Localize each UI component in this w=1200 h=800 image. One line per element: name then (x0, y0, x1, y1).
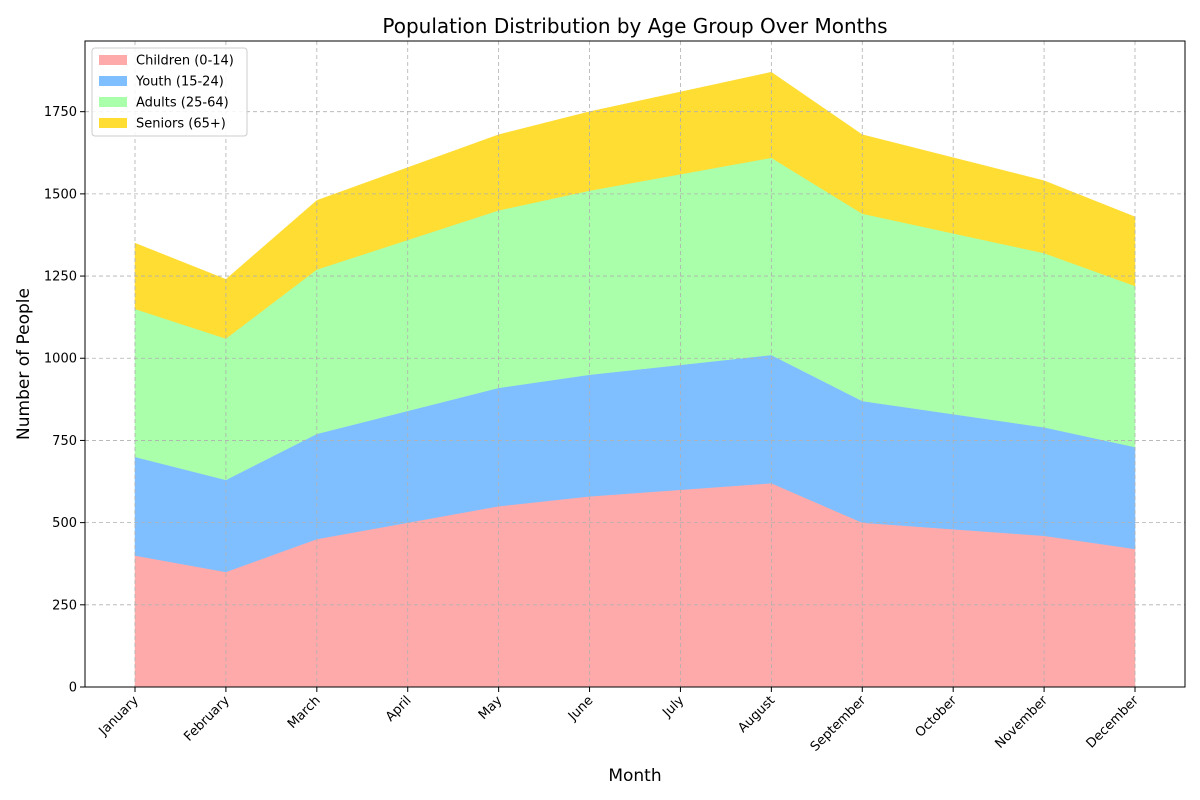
legend-swatch-2 (99, 97, 127, 107)
plot-frame (84, 40, 1186, 688)
y-tick-label-5: 1250 (44, 270, 77, 285)
y-tick-label-7: 1750 (44, 105, 77, 120)
legend-box (91, 47, 248, 137)
y-tick-label-6: 1500 (44, 187, 77, 202)
x-axis-label: Month (608, 766, 661, 786)
legend-label-2: Adults (25-64) (136, 96, 229, 111)
x-tick-label-11: December (1084, 693, 1143, 752)
x-tick-label-7: August (735, 693, 778, 736)
y-tick-label-1: 250 (52, 598, 77, 613)
x-tick-label-10: November (992, 693, 1051, 752)
legend: Children (0-14) Youth (15-24) Adults (25-6… (91, 47, 248, 137)
y-tick-label-3: 750 (52, 434, 77, 449)
legend-label-3: Seniors (65+) (136, 117, 226, 132)
x-tick-label-0: January (96, 693, 142, 739)
legend-swatch-0 (99, 55, 127, 65)
x-tick-label-9: October (913, 693, 961, 741)
y-axis-label: Number of People (14, 288, 34, 440)
y-tick-label-0: 0 (69, 681, 77, 696)
x-tick-label-4: May (476, 693, 506, 723)
chart-title: Population Distribution by Age Group Ove… (382, 14, 887, 38)
legend-label-1: Youth (15-24) (135, 75, 224, 90)
y-tick-label-4: 1000 (44, 352, 77, 367)
x-tick-label-3: April (383, 693, 415, 725)
legend-swatch-1 (99, 76, 127, 86)
x-tick-label-6: July (659, 693, 687, 721)
x-axis-ticks: January February March April May June July Augu… (96, 687, 1143, 755)
x-tick-label-8: September (808, 693, 870, 755)
x-tick-label-1: February (181, 693, 233, 745)
x-tick-label-5: June (565, 693, 596, 724)
x-tick-label-2: March (285, 693, 324, 732)
stacked-areas (134, 71, 1136, 688)
legend-label-0: Children (0-14) (136, 54, 234, 69)
legend-swatch-3 (99, 118, 127, 128)
y-axis-ticks: 0 250 500 750 1000 1250 1500 1750 (44, 105, 85, 696)
y-tick-label-2: 500 (52, 516, 77, 531)
